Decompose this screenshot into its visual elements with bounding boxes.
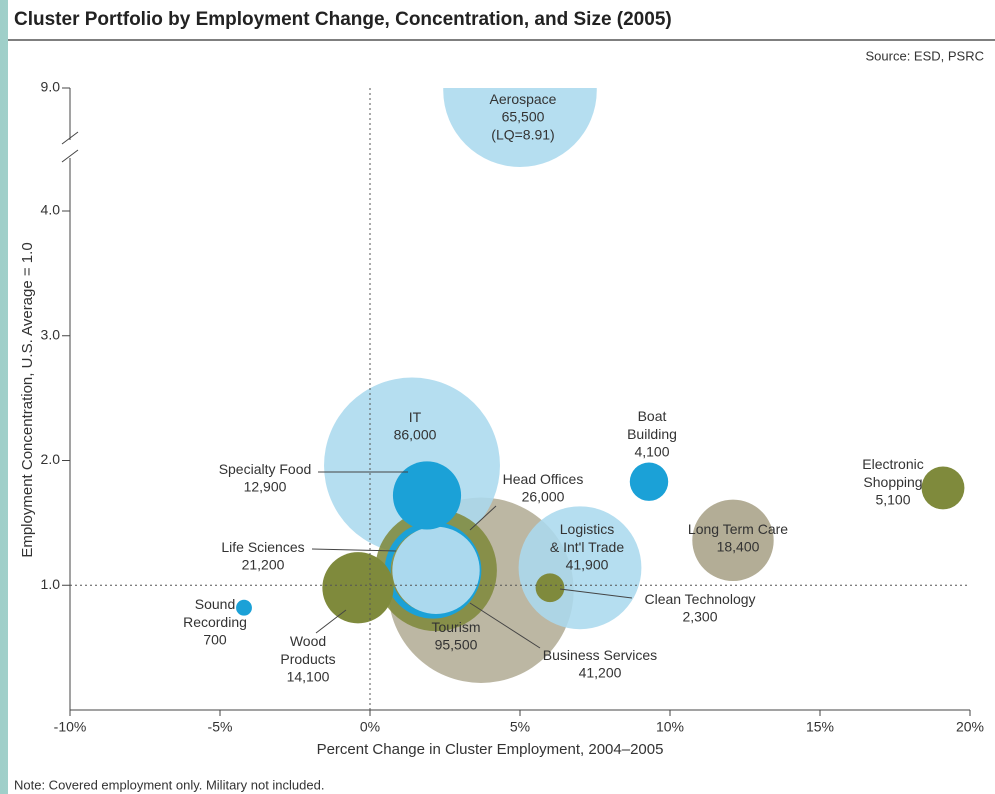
x-tick-label: 20%	[956, 719, 984, 735]
label-line: Specialty Food	[219, 461, 312, 477]
label-line: Building	[627, 426, 677, 442]
x-tick-label: 0%	[360, 719, 380, 735]
bubble-label: IT	[409, 409, 422, 425]
label-line: Long Term Care	[688, 521, 788, 537]
size-label: 5,100	[875, 492, 910, 508]
size-label: 700	[203, 632, 227, 648]
bubble-label: Head Offices	[503, 471, 584, 487]
label-line: Wood	[290, 633, 326, 649]
size-label: 2,300	[682, 609, 717, 625]
x-tick-label: 10%	[656, 719, 684, 735]
label-line: IT	[409, 409, 422, 425]
size-label: 14,100	[287, 669, 330, 685]
size-label: 12,900	[244, 479, 287, 495]
y-tick-label: 1.0	[41, 576, 61, 592]
label-line: Electronic	[862, 456, 923, 472]
leader-line	[311, 548, 397, 552]
bubble	[236, 599, 252, 616]
bubble-label: Long Term Care	[688, 521, 788, 537]
label-line: Shopping	[863, 474, 922, 490]
y-tick-label: 3.0	[41, 326, 61, 342]
y-tick-label: 4.0	[41, 202, 61, 218]
source: Source: ESD, PSRC	[866, 48, 985, 63]
y-tick-label: 2.0	[41, 451, 61, 467]
label-line: Products	[280, 651, 335, 667]
bubble-label: Specialty Food	[219, 461, 312, 477]
bubble	[322, 552, 394, 624]
label-line: Head Offices	[503, 471, 584, 487]
bubble	[629, 462, 669, 501]
label-line: Life Sciences	[221, 539, 304, 555]
label-line: Logistics	[560, 521, 614, 537]
axis-break	[61, 149, 79, 163]
leader-line	[315, 609, 347, 634]
axis-break	[61, 131, 79, 145]
size-label: 4,100	[634, 444, 669, 460]
label-line: Recording	[183, 614, 247, 630]
size-label: 95,500	[435, 637, 478, 653]
x-tick-label: -5%	[208, 719, 233, 735]
label-line: Boat	[638, 408, 667, 424]
size-label: 65,500	[502, 109, 545, 125]
bubble-label: Logistics & Int'l Trade	[550, 521, 624, 555]
bubble	[535, 573, 565, 603]
bubble-label: Sound Recording	[183, 596, 247, 630]
bubble	[443, 88, 597, 167]
bubble-label: Aerospace	[490, 91, 557, 107]
x-axis-label: Percent Change in Cluster Employment, 20…	[317, 741, 664, 758]
chart-title: Cluster Portfolio by Employment Change, …	[14, 9, 672, 30]
leader-line	[559, 588, 633, 599]
bubble	[921, 466, 965, 510]
bubble-label: Wood Products	[280, 633, 335, 667]
bubble-label: Business Services	[543, 647, 657, 663]
size-label: 41,900	[566, 557, 609, 573]
label-line: Aerospace	[490, 91, 557, 107]
size-label: 18,400	[717, 539, 760, 555]
label-line: Tourism	[431, 619, 480, 635]
bubble-label: Clean Technology	[644, 591, 755, 607]
x-tick-label: -10%	[54, 719, 87, 735]
bubble-label: Electronic Shopping	[862, 456, 923, 490]
y-axis-label: Employment Concentration, U.S. Average =…	[19, 242, 36, 557]
bubble	[392, 526, 480, 614]
y-tick-label: 9.0	[41, 79, 61, 95]
label-line: Sound	[195, 596, 235, 612]
plot	[236, 88, 965, 683]
bubble-label: Life Sciences	[221, 539, 304, 555]
label-line: Business Services	[543, 647, 657, 663]
annotation: (LQ=8.91)	[491, 127, 554, 143]
bubble	[692, 499, 774, 582]
size-label: 26,000	[522, 489, 565, 505]
label-line: & Int'l Trade	[550, 539, 624, 555]
bubble	[392, 461, 462, 530]
bubble-label: Tourism	[431, 619, 480, 635]
note: Note: Covered employment only. Military …	[14, 777, 324, 792]
size-label: 86,000	[394, 427, 437, 443]
x-tick-label: 5%	[510, 719, 530, 735]
size-label: 41,200	[579, 665, 622, 681]
size-label: 21,200	[242, 557, 285, 573]
leader-line	[469, 505, 497, 531]
leader-line	[469, 602, 541, 649]
bubble-label: Boat Building	[627, 408, 677, 442]
label-line: Clean Technology	[644, 591, 755, 607]
x-tick-label: 15%	[806, 719, 834, 735]
